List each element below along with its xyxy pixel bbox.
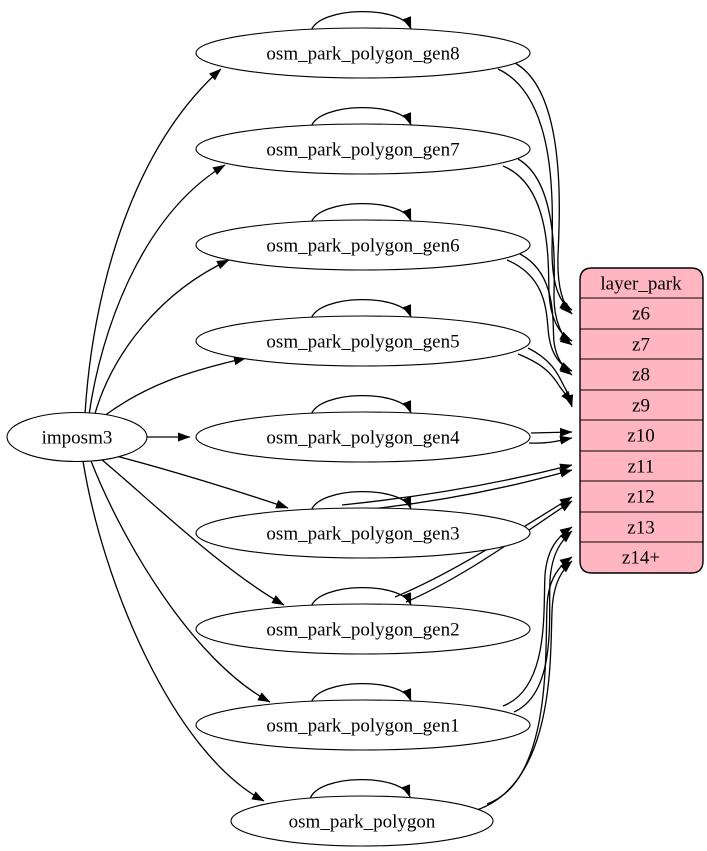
table-label: osm_park_polygon_gen4 [266,428,460,449]
source-label: imposm3 [42,428,113,449]
self-loop-osm_park_polygon_gen6 [310,202,412,224]
layer-title: layer_park [600,274,682,295]
edge-imposm3-osm_park_polygon_gen2 [100,458,285,606]
layer-row-z13: z13 [627,518,654,539]
table-ellipse [230,795,494,847]
layer-row-z10: z10 [627,426,654,447]
edge-osm_park_polygon_gen2-layer_park-z12-1 [394,496,573,598]
self-loop-osm_park_polygon_gen3 [310,490,412,512]
table-label: osm_park_polygon_gen3 [266,524,459,545]
edge-imposm3-osm_park_polygon_gen3 [115,455,289,509]
table-node-osm_park_polygon_gen7: osm_park_polygon_gen7 [195,123,531,175]
edge-osm_park_polygon_gen1-layer_park-z13-2 [513,530,573,713]
edges-tables-to-layer [341,62,574,813]
table-label: osm_park_polygon_gen6 [266,236,459,257]
table-label: osm_park_polygon_gen1 [266,716,459,737]
table-ellipse [195,507,531,559]
self-loop-osm_park_polygon_gen5 [310,298,412,320]
edge-osm_park_polygon_gen5-layer_park-z9-1 [517,353,573,404]
table-ellipse [195,123,531,175]
source-ellipse [6,411,148,463]
edge-osm_park_polygon_gen1-layer_park-z13-1 [502,526,573,707]
table-node-osm_park_polygon_gen1: osm_park_polygon_gen1 [195,699,531,751]
layer-row-z14: z14+ [622,548,660,569]
edge-osm_park_polygon_gen7-layer_park-z7-1 [502,165,573,342]
table-ellipse [195,699,531,751]
edge-imposm3-osm_park_polygon_gen8 [84,68,222,415]
table-node-osm_park_polygon_gen6: osm_park_polygon_gen6 [195,219,531,271]
source-node-imposm3: imposm3 [6,411,148,463]
table-node-osm_park_polygon_gen8: osm_park_polygon_gen8 [195,27,531,79]
table-label: osm_park_polygon_gen2 [266,620,459,641]
edge-imposm3-osm_park_polygon_gen5 [103,356,247,417]
edge-osm_park_polygon_gen8-layer_park-z6-1 [497,68,573,311]
edge-osm_park_polygon-layer_park-z14-2 [469,560,573,813]
layer-row-z11: z11 [628,457,655,478]
edge-imposm3-osm_park_polygon_gen6 [93,259,230,418]
layer-row-z6: z6 [632,304,650,325]
edge-osm_park_polygon_gen4-layer_park-z10-2 [528,435,573,445]
table-label: osm_park_polygon_gen7 [266,140,459,161]
edge-osm_park_polygon_gen3-layer_park-z11-2 [351,468,573,512]
layer-row-z9: z9 [632,396,650,417]
self-loop-osm_park_polygon_gen7 [310,106,412,128]
table-node-osm_park_polygon_gen4: osm_park_polygon_gen4 [195,411,531,463]
edge-imposm3-osm_park_polygon_gen1 [90,460,271,703]
table-label: osm_park_polygon [289,812,436,833]
edge-osm_park_polygon_gen8-layer_park-z6-2 [514,62,573,315]
layer-table: layer_park z6 z7 z8 z9 z10 z11 z12 z13 z… [579,267,704,574]
edge-imposm3-osm_park_polygon_gen7 [88,164,226,416]
table-node-osm_park_polygon_gen5: osm_park_polygon_gen5 [195,315,531,367]
table-ellipse [195,315,531,367]
self-loop-osm_park_polygon [309,778,411,800]
edges-imposm3-to-tables [82,68,289,802]
table-ellipse [195,603,531,655]
edge-osm_park_polygon_gen6-layer_park-z8-2 [519,253,573,376]
table-node-osm_park_polygon: osm_park_polygon [230,795,494,847]
layer-row-z7: z7 [632,335,650,356]
edge-osm_park_polygon_gen5-layer_park-z9-2 [527,347,574,408]
edge-imposm3-osm_park_polygon [82,460,265,802]
table-label: osm_park_polygon_gen8 [266,44,459,65]
edge-osm_park_polygon_gen2-layer_park-z12-2 [405,500,573,603]
table-ellipse [195,411,531,463]
layer-row-z12: z12 [627,487,654,508]
table-ellipse [195,27,531,79]
table-node-osm_park_polygon_gen3: osm_park_polygon_gen3 [195,507,531,559]
self-loop-osm_park_polygon_gen8 [310,10,412,32]
edge-osm_park_polygon_gen7-layer_park-z7-2 [517,158,573,346]
table-label: osm_park_polygon_gen5 [266,332,459,353]
self-loop-osm_park_polygon_gen4 [310,394,412,416]
edge-osm_park_polygon_gen4-layer_park-z10-1 [530,427,573,437]
table-node-osm_park_polygon_gen2: osm_park_polygon_gen2 [195,603,531,655]
layer-row-z8: z8 [632,365,650,386]
table-ellipse [195,219,531,271]
self-loop-osm_park_polygon_gen1 [310,682,412,704]
self-loop-osm_park_polygon_gen2 [310,586,412,608]
self-loops [309,10,412,800]
edge-osm_park_polygon_gen3-layer_park-z11-1 [341,463,573,506]
